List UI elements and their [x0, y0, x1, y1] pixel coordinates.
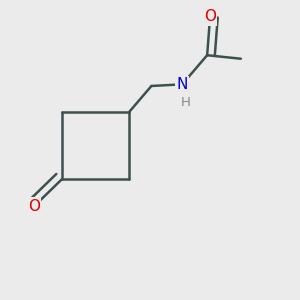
Text: H: H	[180, 96, 190, 109]
Text: O: O	[204, 9, 216, 24]
Text: O: O	[28, 199, 40, 214]
Text: N: N	[177, 77, 188, 92]
